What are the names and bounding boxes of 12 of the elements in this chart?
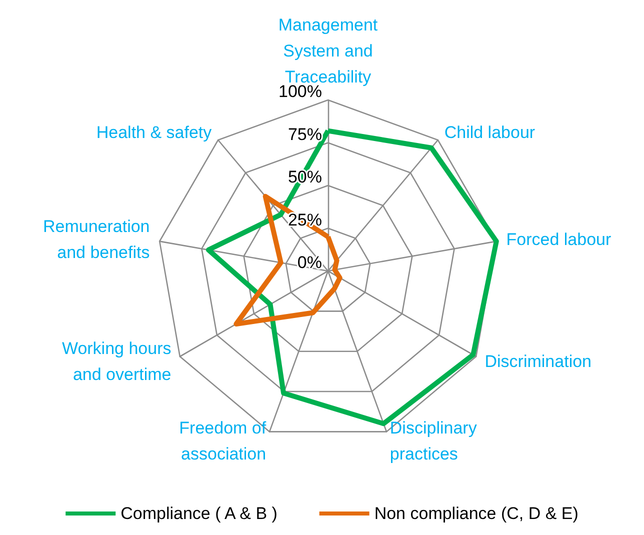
spoke-label: Working hours and overtime	[62, 339, 172, 384]
spoke-label: Remuneration and benefits	[42, 217, 150, 262]
y-tick-label: 0%	[297, 253, 322, 272]
spoke-label: Forced labour	[506, 230, 612, 250]
spoke-label: Child labour	[444, 122, 536, 142]
legend-label: Non compliance (C, D & E)	[374, 504, 578, 523]
legend-label: Compliance ( A & B )	[120, 504, 278, 523]
spoke-label: Health & safety	[96, 122, 212, 142]
y-tick-label: 75%	[288, 124, 322, 144]
spoke-label: Disciplinary practices	[390, 418, 478, 464]
spoke-label: Freedom of association	[179, 418, 266, 464]
spoke-label: Discrimination	[484, 352, 592, 371]
